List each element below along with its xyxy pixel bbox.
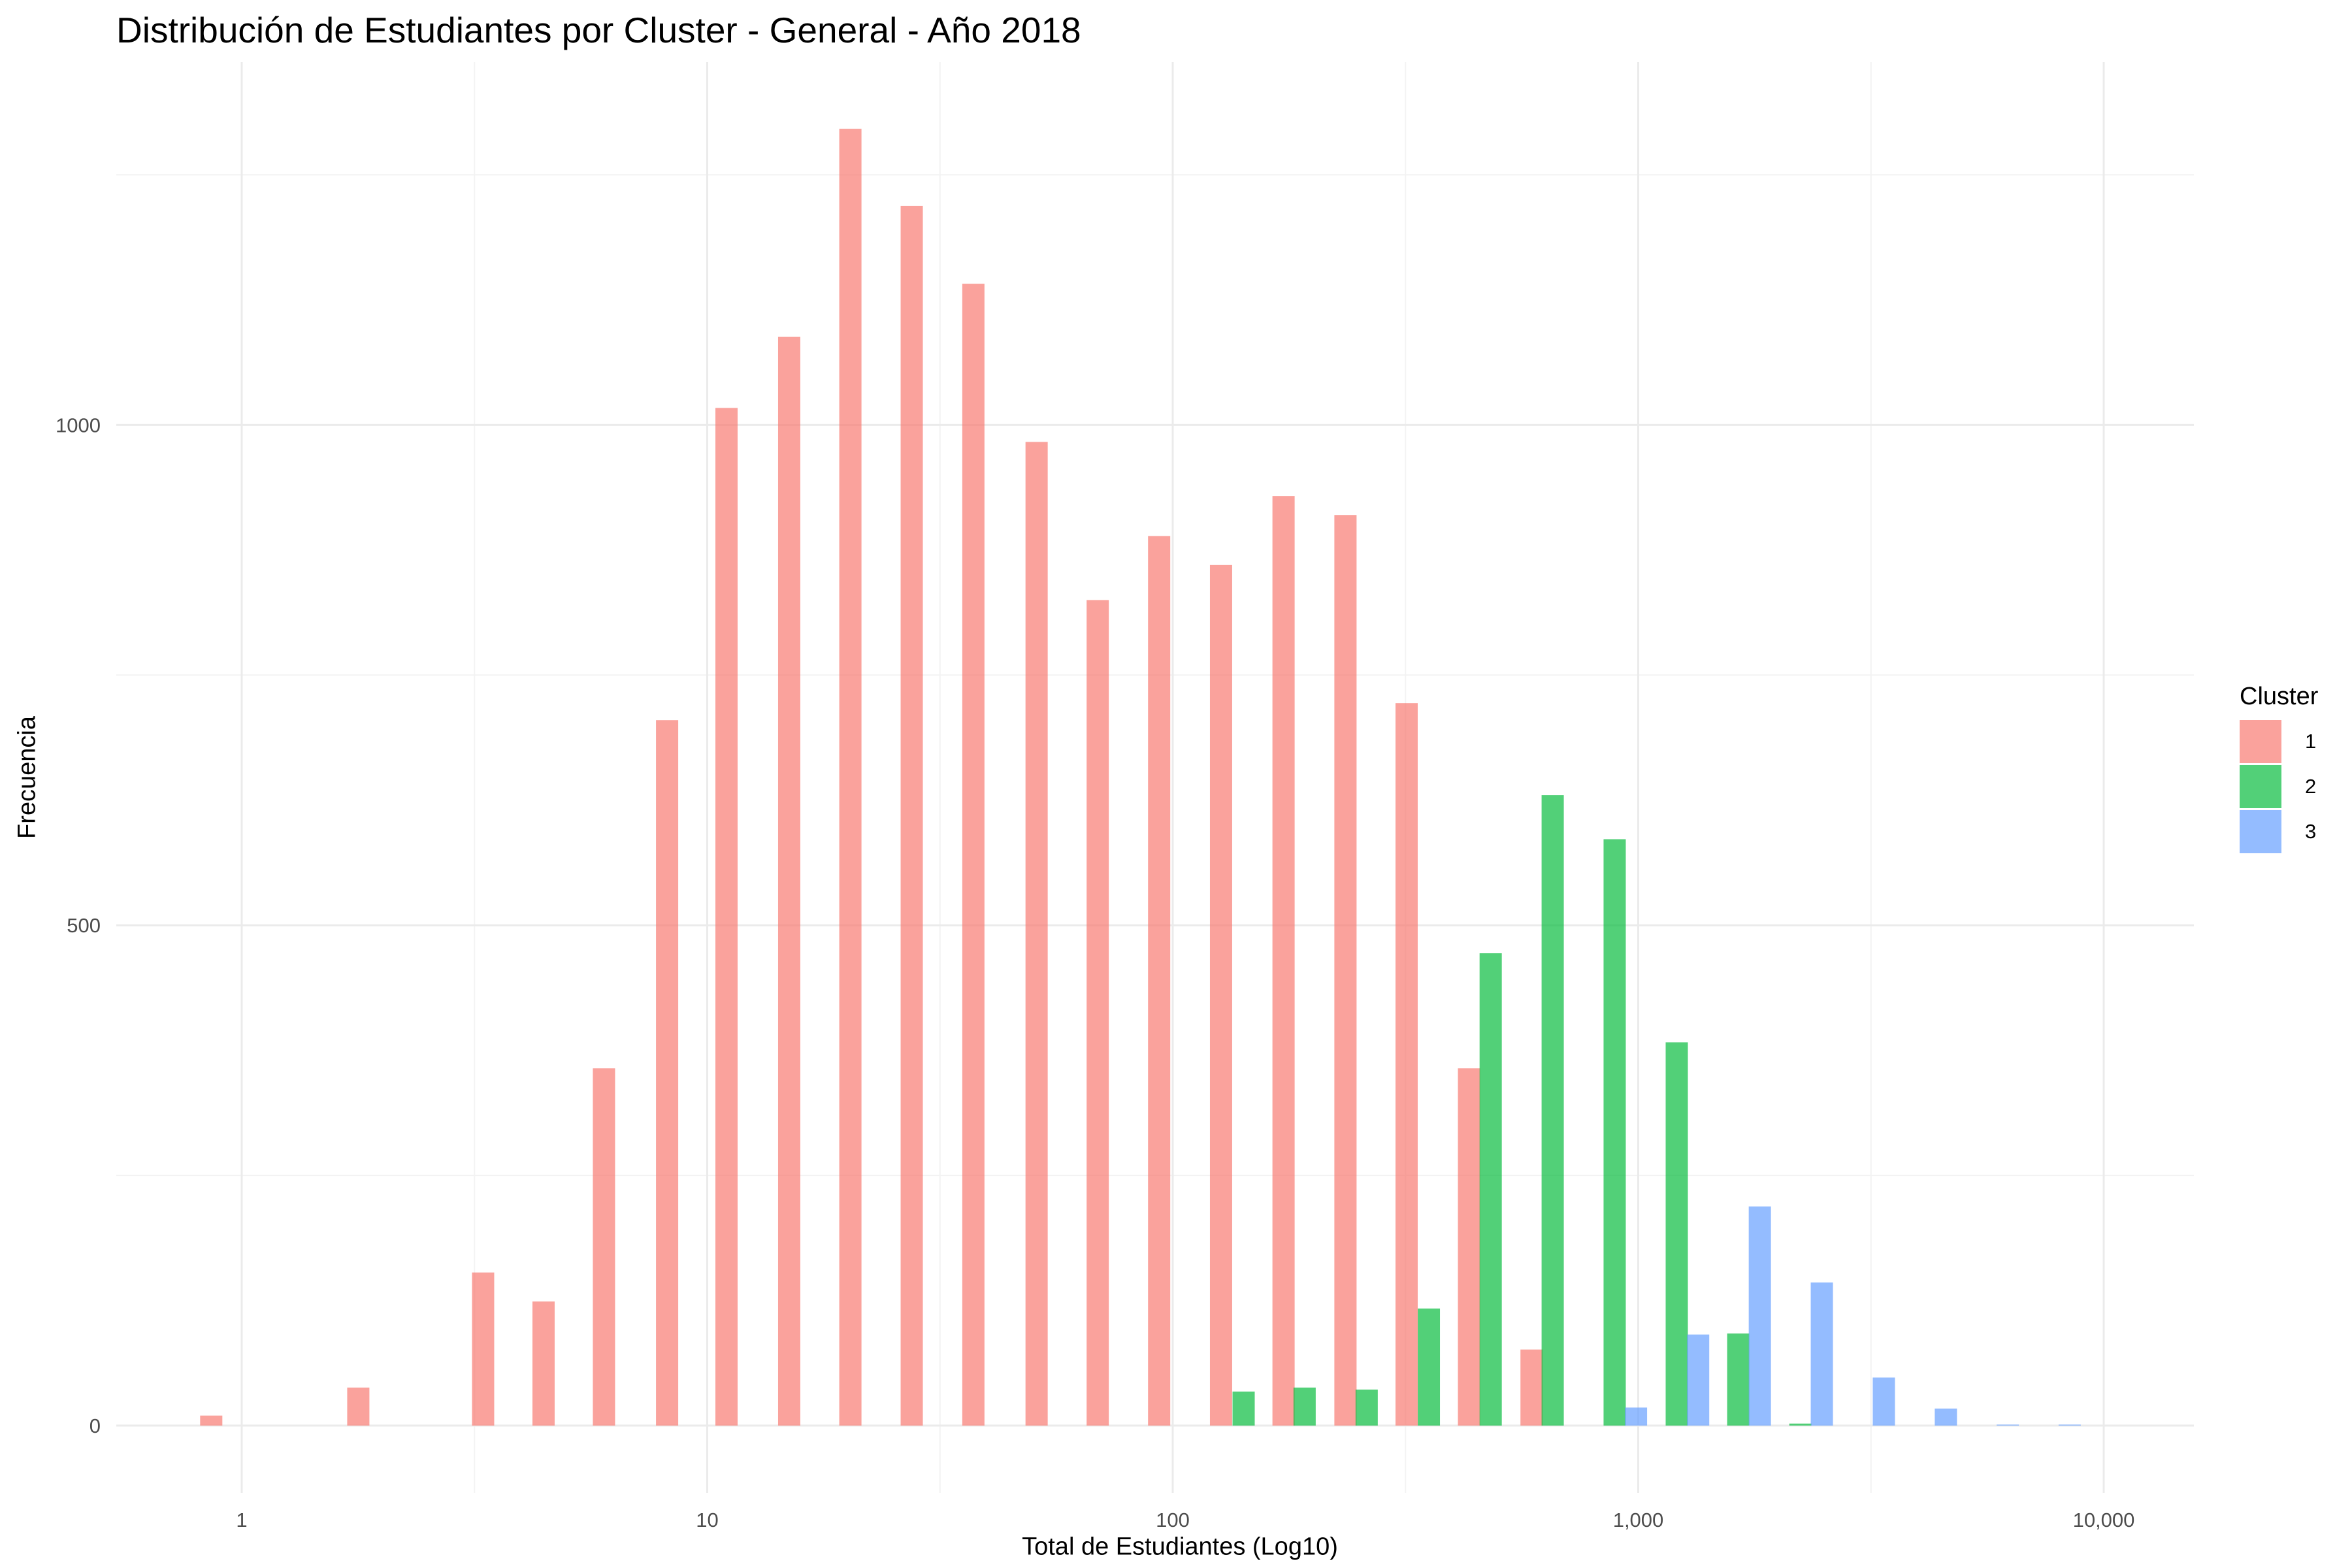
bar-cluster-1 xyxy=(1025,442,1048,1426)
bar-cluster-2 xyxy=(1727,1333,1750,1426)
y-axis-title: Frecuencia xyxy=(13,716,41,839)
x-tick-label: 10 xyxy=(696,1509,718,1531)
bar-cluster-1 xyxy=(1395,703,1418,1426)
bar-cluster-1 xyxy=(777,336,800,1426)
bar-cluster-1 xyxy=(1086,600,1109,1426)
bar-cluster-1 xyxy=(1334,515,1357,1426)
x-tick-label: 100 xyxy=(1156,1509,1190,1531)
bar-cluster-1 xyxy=(900,205,923,1426)
bar-cluster-1 xyxy=(839,129,862,1426)
legend-key-1 xyxy=(2240,719,2281,763)
bar-cluster-3 xyxy=(1687,1334,1710,1426)
bar-cluster-2 xyxy=(1789,1423,1812,1426)
legend-key-2 xyxy=(2240,764,2281,808)
bar-cluster-1 xyxy=(347,1387,370,1426)
bar-cluster-1 xyxy=(1272,496,1295,1426)
x-axis-title: Total de Estudiantes (Log10) xyxy=(1022,1533,1338,1561)
x-tick-label: 1 xyxy=(236,1509,247,1531)
legend-item-3: 3 xyxy=(2240,809,2318,854)
bar-cluster-1 xyxy=(1458,1068,1480,1426)
bar-cluster-1 xyxy=(1209,564,1232,1426)
y-tick-label: 1000 xyxy=(56,414,101,436)
bar-cluster-1 xyxy=(200,1415,223,1426)
bar-cluster-2 xyxy=(1232,1391,1255,1426)
bar-cluster-3 xyxy=(1872,1377,1895,1426)
bar-cluster-2 xyxy=(1665,1042,1688,1426)
bar-cluster-2 xyxy=(1603,839,1626,1426)
bar-cluster-1 xyxy=(593,1068,615,1426)
legend-label-3: 3 xyxy=(2305,819,2317,843)
x-tick-label: 1,000 xyxy=(1613,1509,1664,1531)
bar-cluster-1 xyxy=(656,720,679,1426)
bar-cluster-3 xyxy=(1625,1407,1648,1426)
bar-cluster-1 xyxy=(962,284,985,1426)
bar-cluster-3 xyxy=(1810,1282,1833,1426)
legend-title: Cluster xyxy=(2240,683,2319,710)
bar-cluster-3 xyxy=(1935,1408,1957,1426)
bar-cluster-3 xyxy=(2058,1424,2081,1426)
chart-title: Distribución de Estudiantes por Cluster … xyxy=(116,10,1081,50)
bar-cluster-2 xyxy=(1479,953,1502,1426)
bar-cluster-1 xyxy=(472,1272,495,1426)
x-tick-label: 10,000 xyxy=(2073,1509,2135,1531)
bar-cluster-2 xyxy=(1541,795,1564,1426)
bar-cluster-2 xyxy=(1293,1387,1316,1426)
bar-cluster-1 xyxy=(715,408,738,1426)
legend-label-2: 2 xyxy=(2305,774,2317,798)
y-tick-label: 0 xyxy=(90,1414,101,1437)
legend-item-1: 1 xyxy=(2240,719,2318,764)
legend-item-2: 2 xyxy=(2240,764,2318,809)
bar-cluster-1 xyxy=(1148,536,1171,1426)
bar-cluster-1 xyxy=(1520,1349,1543,1426)
bar-cluster-1 xyxy=(532,1301,555,1426)
bar-cluster-2 xyxy=(1355,1389,1378,1426)
legend-key-3 xyxy=(2240,809,2281,853)
bar-cluster-3 xyxy=(1748,1206,1771,1426)
y-tick-label: 500 xyxy=(67,914,101,937)
legend: Cluster 1 2 3 xyxy=(2240,683,2318,854)
bar-cluster-2 xyxy=(1418,1308,1441,1426)
legend-label-1: 1 xyxy=(2305,729,2317,753)
bar-cluster-3 xyxy=(1997,1424,2019,1426)
